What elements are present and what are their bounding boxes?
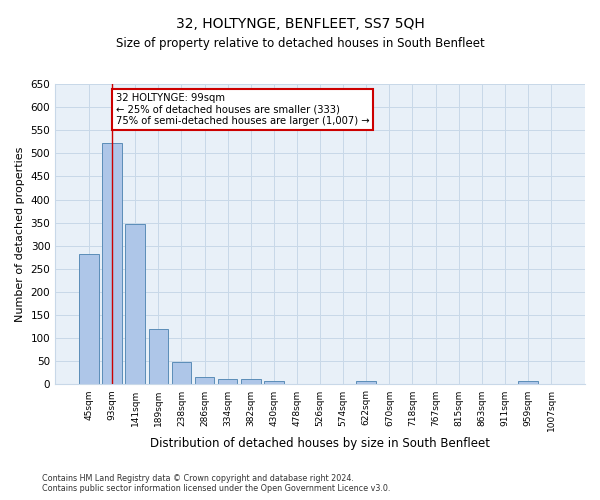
Bar	[518, 381, 538, 384]
Bar	[103, 142, 122, 384]
Bar	[149, 329, 168, 384]
Y-axis label: Number of detached properties: Number of detached properties	[15, 146, 25, 322]
Text: 32, HOLTYNGE, BENFLEET, SS7 5QH: 32, HOLTYNGE, BENFLEET, SS7 5QH	[176, 18, 424, 32]
Bar	[79, 254, 99, 384]
Text: Contains public sector information licensed under the Open Government Licence v3: Contains public sector information licen…	[42, 484, 391, 493]
Bar	[218, 380, 238, 384]
X-axis label: Distribution of detached houses by size in South Benfleet: Distribution of detached houses by size …	[150, 437, 490, 450]
Text: Size of property relative to detached houses in South Benfleet: Size of property relative to detached ho…	[116, 38, 484, 51]
Bar	[264, 381, 284, 384]
Bar	[195, 376, 214, 384]
Bar	[241, 380, 260, 384]
Bar	[172, 362, 191, 384]
Bar	[125, 224, 145, 384]
Text: 32 HOLTYNGE: 99sqm
← 25% of detached houses are smaller (333)
75% of semi-detach: 32 HOLTYNGE: 99sqm ← 25% of detached hou…	[116, 93, 369, 126]
Text: Contains HM Land Registry data © Crown copyright and database right 2024.: Contains HM Land Registry data © Crown c…	[42, 474, 354, 483]
Bar	[356, 381, 376, 384]
